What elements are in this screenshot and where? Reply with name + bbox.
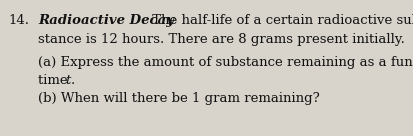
Text: stance is 12 hours. There are 8 grams present initially.: stance is 12 hours. There are 8 grams pr… <box>38 33 405 46</box>
Text: 14.: 14. <box>8 14 29 27</box>
Text: t: t <box>65 74 70 87</box>
Text: (a) Express the amount of substance remaining as a function of: (a) Express the amount of substance rema… <box>38 56 413 69</box>
Text: (b) When will there be 1 gram remaining?: (b) When will there be 1 gram remaining? <box>38 92 320 105</box>
Text: Radioactive Decay: Radioactive Decay <box>38 14 174 27</box>
Text: .: . <box>71 74 75 87</box>
Text: time: time <box>38 74 72 87</box>
Text: The half-life of a certain radioactive sub-: The half-life of a certain radioactive s… <box>148 14 413 27</box>
